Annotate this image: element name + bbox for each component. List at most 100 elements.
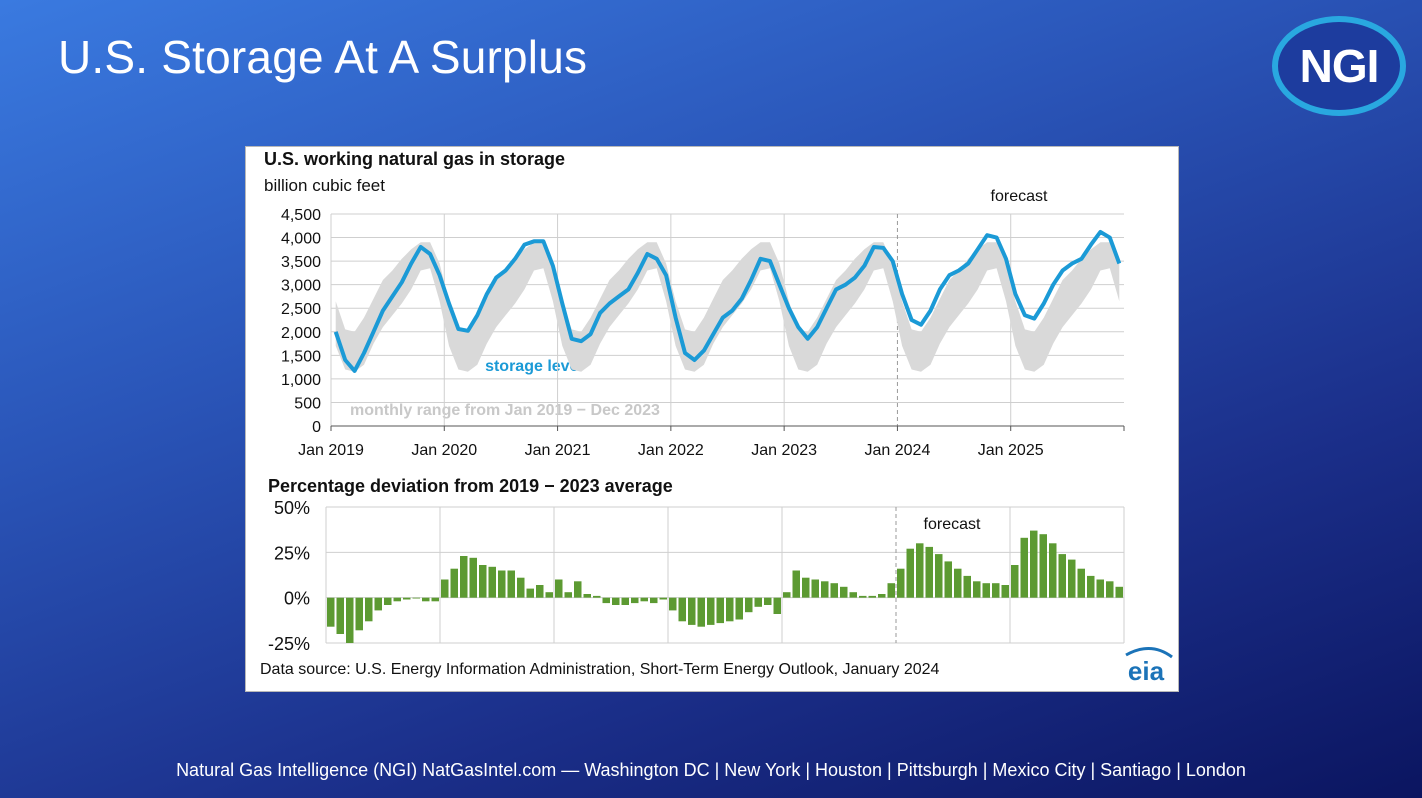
storage-x-tick-label: Jan 2025 xyxy=(978,442,1044,459)
deviation-bar xyxy=(982,583,990,598)
deviation-bar xyxy=(868,595,876,598)
storage-y-tick-label: 1,000 xyxy=(281,372,321,389)
deviation-bar xyxy=(811,579,819,598)
storage-y-tick-label: 500 xyxy=(294,395,321,412)
storage-forecast-label: forecast xyxy=(991,188,1048,205)
storage-y-tick-label: 1,500 xyxy=(281,348,321,365)
deviation-bar xyxy=(365,597,373,622)
deviation-bar xyxy=(469,557,477,598)
storage-x-tick-label: Jan 2020 xyxy=(411,442,477,459)
deviation-bar xyxy=(1077,568,1085,598)
deviation-bar xyxy=(631,597,639,604)
deviation-bar xyxy=(697,597,705,627)
storage-y-tick-label: 3,500 xyxy=(281,254,321,271)
deviation-bar xyxy=(944,561,952,598)
storage-x-tick-label: Jan 2022 xyxy=(638,442,704,459)
storage-chart-title: U.S. working natural gas in storage xyxy=(264,149,565,169)
deviation-bar xyxy=(1030,530,1038,598)
slide-footer: Natural Gas Intelligence (NGI) NatGasInt… xyxy=(176,760,1246,780)
chart-svg: U.S. working natural gas in storage bill… xyxy=(260,149,1173,686)
deviation-bar xyxy=(830,583,838,598)
deviation-bar xyxy=(707,597,715,625)
deviation-bar xyxy=(574,581,582,598)
storage-y-tick-label: 3,000 xyxy=(281,278,321,295)
deviation-bar xyxy=(859,595,867,598)
deviation-bar xyxy=(526,588,534,598)
deviation-bar xyxy=(840,586,848,598)
deviation-bar xyxy=(555,579,563,598)
deviation-bar xyxy=(925,546,933,598)
deviation-bar xyxy=(450,568,458,598)
deviation-bar xyxy=(384,597,392,605)
deviation-bar xyxy=(716,597,724,624)
storage-x-tick-label: Jan 2021 xyxy=(525,442,591,459)
deviation-bar xyxy=(973,581,981,598)
deviation-bar xyxy=(1039,534,1047,598)
deviation-bar xyxy=(346,597,354,643)
eia-logo-swoosh xyxy=(1125,647,1173,659)
deviation-bar xyxy=(498,570,506,598)
storage-y-tick-label: 4,500 xyxy=(281,207,321,224)
deviation-bar xyxy=(745,597,753,613)
deviation-bar xyxy=(935,554,943,598)
deviation-bar xyxy=(564,592,572,598)
deviation-y-tick-label: 0% xyxy=(284,589,310,609)
deviation-bar xyxy=(412,597,420,599)
data-source-note: Data source: U.S. Energy Information Adm… xyxy=(260,661,940,678)
storage-y-tick-label: 2,000 xyxy=(281,325,321,342)
deviation-bar xyxy=(441,579,449,598)
deviation-bar xyxy=(460,556,468,598)
deviation-bar xyxy=(849,592,857,598)
deviation-bar xyxy=(545,592,553,598)
deviation-chart-grid xyxy=(325,506,1125,644)
storage-x-axis: Jan 2019 Jan 2020 Jan 2021 Jan 2022 Jan 2023… xyxy=(298,425,1125,459)
deviation-bar xyxy=(678,597,686,622)
deviation-bar xyxy=(1058,554,1066,598)
deviation-bar xyxy=(992,583,1000,598)
range-legend-label: monthly range from Jan 2019 − Dec 2023 xyxy=(350,402,660,419)
deviation-forecast-label: forecast xyxy=(924,516,981,533)
deviation-bar xyxy=(754,597,762,607)
storage-x-tick-label: Jan 2024 xyxy=(865,442,931,459)
deviation-bar xyxy=(821,581,829,598)
deviation-y-axis: 50% 25% 0% -25% xyxy=(268,498,310,654)
storage-x-tick-label: Jan 2019 xyxy=(298,442,364,459)
deviation-bar xyxy=(536,585,544,598)
deviation-bar xyxy=(1087,575,1095,598)
deviation-bar xyxy=(374,597,382,611)
deviation-bar xyxy=(1011,565,1019,598)
deviation-bar xyxy=(507,570,515,598)
deviation-bar xyxy=(802,577,810,598)
storage-y-tick-label: 2,500 xyxy=(281,301,321,318)
deviation-bar xyxy=(773,597,781,614)
deviation-bar xyxy=(726,597,734,622)
deviation-bar xyxy=(878,594,886,598)
storage-level-legend-label: storage level xyxy=(485,358,583,375)
deviation-bar xyxy=(783,592,791,598)
deviation-bar xyxy=(1096,579,1104,598)
deviation-bar xyxy=(431,597,439,602)
deviation-bar xyxy=(906,548,914,598)
deviation-bar xyxy=(479,565,487,598)
storage-chart-grid xyxy=(330,213,1124,427)
deviation-bar xyxy=(669,597,677,611)
deviation-bar xyxy=(621,597,629,605)
deviation-bar xyxy=(963,575,971,598)
storage-chart-subtitle: billion cubic feet xyxy=(264,176,385,195)
deviation-bar xyxy=(1068,559,1076,598)
deviation-y-tick-label: 25% xyxy=(274,543,310,563)
deviation-bar xyxy=(792,570,800,598)
deviation-bar xyxy=(422,597,430,602)
deviation-bar xyxy=(488,566,496,598)
deviation-bar xyxy=(327,597,335,627)
deviation-y-tick-label: 50% xyxy=(274,498,310,518)
slide-title: U.S. Storage At A Surplus xyxy=(58,31,588,83)
deviation-bar xyxy=(593,595,601,598)
ngi-logo-text: NGI xyxy=(1299,40,1380,92)
deviation-bar xyxy=(954,568,962,598)
deviation-bar xyxy=(1106,581,1114,598)
storage-y-axis: 0 500 1,000 1,500 2,000 2,500 3,000 3,500 4,000 4… xyxy=(281,207,321,436)
deviation-chart-title: Percentage deviation from 2019 − 2023 av… xyxy=(268,476,673,496)
deviation-bar xyxy=(1115,586,1123,598)
deviation-bar xyxy=(602,597,610,604)
